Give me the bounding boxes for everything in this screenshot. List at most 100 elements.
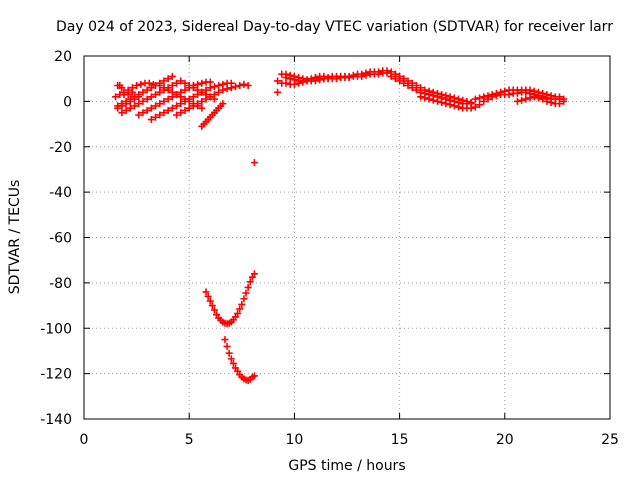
- data-point: [135, 111, 143, 119]
- data-point: [152, 113, 160, 121]
- data-point: [404, 77, 412, 85]
- data-point: [210, 83, 218, 91]
- data-point: [250, 159, 258, 167]
- series: [202, 270, 258, 328]
- data-point: [189, 84, 197, 92]
- data-point: [152, 102, 160, 110]
- data-point: [122, 100, 130, 108]
- data-point: [164, 106, 172, 114]
- data-point: [244, 81, 252, 89]
- data-point: [433, 97, 441, 105]
- data-point: [143, 95, 151, 103]
- data-point: [181, 86, 189, 94]
- data-point: [202, 91, 210, 99]
- data-point: [421, 94, 429, 102]
- data-point: [471, 103, 479, 111]
- data-point: [417, 93, 425, 101]
- data-point: [130, 95, 138, 103]
- data-point: [208, 302, 216, 310]
- data-point: [320, 72, 328, 80]
- data-point: [118, 109, 126, 117]
- data-point: [177, 109, 185, 117]
- data-point: [168, 81, 176, 89]
- data-point: [526, 86, 534, 94]
- data-point: [526, 94, 534, 102]
- y-tick-label: 20: [54, 49, 72, 65]
- data-point: [476, 101, 484, 109]
- data-point: [223, 342, 231, 350]
- data-point: [149, 80, 157, 88]
- data-point: [114, 104, 122, 112]
- data-point: [126, 104, 134, 112]
- data-point: [488, 91, 496, 99]
- data-point: [547, 99, 555, 107]
- data-point: [250, 372, 258, 380]
- data-point: [530, 93, 538, 101]
- data-point: [137, 80, 145, 88]
- data-point: [246, 278, 254, 286]
- data-point: [433, 89, 441, 97]
- data-point: [139, 109, 147, 117]
- y-tick-labels: -140 -120 -100 -80 -60 -40 -20 0 20: [40, 49, 72, 428]
- data-point: [311, 74, 319, 82]
- data-point: [274, 88, 282, 96]
- data-point: [290, 76, 298, 84]
- x-tick-label: 10: [285, 432, 303, 448]
- data-point: [206, 93, 214, 101]
- plot-frame: [83, 55, 611, 420]
- data-point: [539, 95, 547, 103]
- data-point: [198, 97, 206, 105]
- series: [387, 70, 568, 112]
- data-point: [164, 95, 172, 103]
- data-point: [198, 88, 206, 96]
- series: [221, 336, 258, 384]
- x-tick-label: 5: [185, 432, 194, 448]
- data-point: [332, 75, 340, 83]
- data-point: [128, 88, 136, 96]
- data-point: [202, 288, 210, 296]
- data-point: [438, 99, 446, 107]
- data-point: [383, 69, 391, 77]
- data-point: [244, 283, 252, 291]
- data-point: [484, 92, 492, 100]
- data-point: [286, 75, 294, 83]
- data-point: [429, 88, 437, 96]
- data-point: [560, 97, 568, 105]
- series: [112, 79, 157, 112]
- data-point: [463, 97, 471, 105]
- data-point: [543, 97, 551, 105]
- data-point: [375, 70, 383, 78]
- data-point: [168, 72, 176, 80]
- data-point: [250, 270, 258, 278]
- data-point: [215, 88, 223, 96]
- y-tick-label: -20: [49, 140, 72, 156]
- data-point: [362, 71, 370, 79]
- data-point: [124, 91, 132, 99]
- data-point: [177, 93, 185, 101]
- data-point: [455, 103, 463, 111]
- y-tick-label: -120: [40, 367, 72, 383]
- data-point: [177, 100, 185, 108]
- data-point: [238, 300, 246, 308]
- data-point: [522, 95, 530, 103]
- data-point: [173, 102, 181, 110]
- data-point: [122, 106, 130, 114]
- data-point: [391, 70, 399, 78]
- data-point: [221, 336, 229, 344]
- data-point: [181, 95, 189, 103]
- data-point: [501, 87, 509, 95]
- data-point: [518, 96, 526, 104]
- data-point: [236, 81, 244, 89]
- y-tick-label: -140: [40, 412, 72, 428]
- data-point: [227, 84, 235, 92]
- data-point: [450, 94, 458, 102]
- data-point: [206, 297, 214, 305]
- data-point: [282, 74, 290, 82]
- data-point: [189, 93, 197, 101]
- x-tick-label: 20: [496, 432, 514, 448]
- data-point: [145, 79, 153, 87]
- data-point: [198, 104, 206, 112]
- data-point: [219, 86, 227, 94]
- data-point: [139, 97, 147, 105]
- data-point: [408, 79, 416, 87]
